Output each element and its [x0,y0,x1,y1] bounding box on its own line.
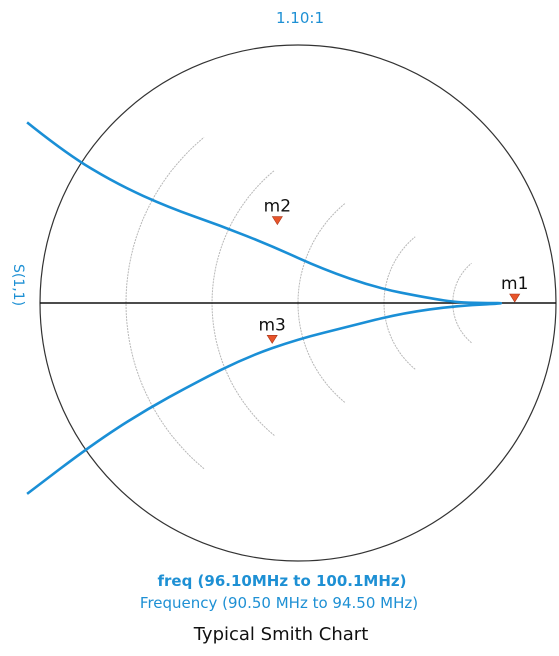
s11-trace-0 [26,121,503,495]
marker-m2-icon[interactable] [271,216,283,226]
marker-layer: m1 m2 m3 [259,197,528,344]
marker-m1-label: m1 [501,274,528,294]
s11-axis-label: S(1,1) [10,264,26,306]
trace-layer [26,121,503,495]
resistance-grid-circle-2 [297,203,346,403]
marker-m2-label: m2 [264,197,291,217]
frequency-range-label: freq (96.10MHz to 100.1MHz) [157,572,406,590]
chart-caption: Typical Smith Chart [193,624,369,645]
vswr-label: 1.10:1 [276,9,324,27]
frequency-range-sublabel: Frequency (90.50 MHz to 94.50 MHz) [140,594,418,612]
marker-m3-icon[interactable] [266,334,278,344]
marker-m3-label: m3 [259,315,286,335]
marker-m1-icon[interactable] [509,293,521,303]
